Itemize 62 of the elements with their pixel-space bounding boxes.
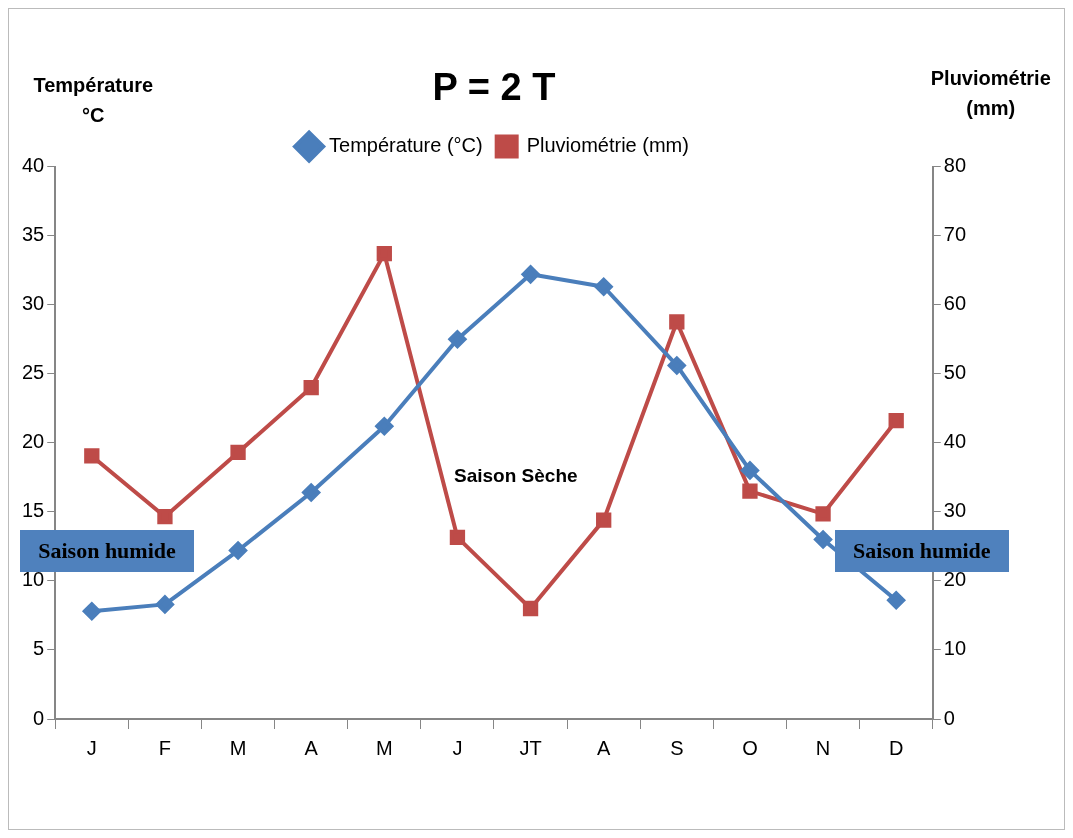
x-tick-label: J (86, 736, 97, 759)
point (815, 506, 831, 522)
point (302, 483, 321, 502)
y2-tick-label: 20 (943, 568, 966, 591)
point (814, 530, 833, 549)
point (596, 512, 612, 528)
x-tick-label: S (670, 736, 684, 759)
point (594, 277, 613, 296)
y2-axis-title: Pluviométrie (mm) (930, 66, 1051, 119)
point (376, 245, 392, 262)
annotation: Saison humide (38, 537, 176, 563)
y-tick-label: 30 (22, 292, 45, 315)
y-tick-label: 15 (22, 499, 45, 522)
y2-tick-label: 40 (943, 430, 966, 453)
x-tick-label: A (597, 736, 612, 759)
point (449, 529, 466, 546)
y-tick-label: 35 (22, 223, 45, 246)
y2-tick-label: 80 (943, 154, 966, 177)
x-tick-label: J (452, 736, 463, 759)
point (155, 595, 174, 614)
chart-title: P = 2 T (432, 66, 556, 109)
legend-label: Température (°C) (329, 134, 483, 157)
point (742, 483, 758, 499)
annotation: Saison humide (853, 537, 991, 563)
y2-tick-label: 60 (943, 292, 966, 315)
y-tick-label: 20 (22, 430, 45, 453)
point (157, 509, 173, 525)
x-tick-label: JT (519, 736, 542, 759)
y-tick-label: 25 (22, 361, 45, 384)
x-tick-label: M (375, 736, 393, 759)
y2-tick-label: 70 (943, 223, 966, 246)
y2-tick-label: 30 (943, 499, 966, 522)
y-tick-label: 0 (33, 706, 45, 729)
point (84, 448, 100, 464)
y-tick-label: 40 (22, 154, 45, 177)
annotation: Saison Sèche (454, 464, 578, 487)
y2-tick-label: 10 (943, 637, 966, 660)
x-tick-label: A (304, 736, 319, 759)
x-tick-label: O (742, 736, 758, 759)
y-tick-label: 5 (33, 637, 45, 660)
point (229, 541, 248, 560)
point (522, 600, 539, 617)
point (888, 413, 904, 429)
point (669, 314, 685, 330)
y-tick-label: 10 (22, 568, 45, 591)
point (230, 444, 246, 461)
point (448, 330, 467, 349)
point (521, 265, 540, 284)
point (740, 461, 759, 480)
point (667, 356, 686, 375)
point (887, 591, 906, 610)
legend-label: Pluviométrie (mm) (526, 134, 689, 157)
y2-tick-label: 0 (943, 706, 955, 729)
x-tick-label: F (158, 736, 172, 759)
x-tick-label: N (815, 736, 831, 759)
point (82, 602, 101, 621)
point (375, 417, 394, 436)
y-axis-title: Température °C (33, 73, 154, 126)
point (303, 379, 319, 396)
y2-tick-label: 50 (943, 361, 966, 384)
x-tick-label: M (229, 736, 247, 759)
x-tick-label: D (888, 736, 904, 759)
